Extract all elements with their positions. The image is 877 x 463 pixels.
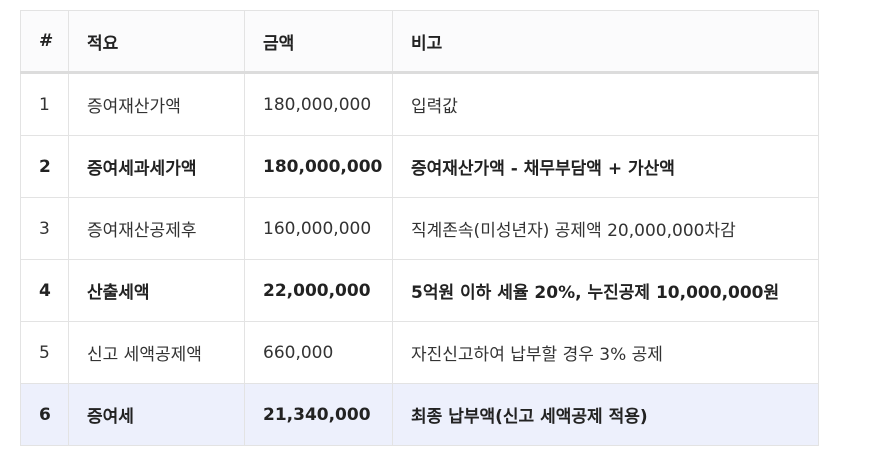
row-note: 직계존속(미성년자) 공제액 20,000,000차감 bbox=[392, 197, 819, 260]
table-row: 5 신고 세액공제액 660,000 자진신고하여 납부할 경우 3% 공제 bbox=[20, 321, 819, 384]
table-header-row: # 적요 금액 비고 bbox=[20, 10, 819, 74]
table-row: 3 증여재산공제후 160,000,000 직계존속(미성년자) 공제액 20,… bbox=[20, 197, 819, 260]
row-note: 5억원 이하 세율 20%, 누진공제 10,000,000원 bbox=[392, 259, 819, 322]
header-amount: 금액 bbox=[244, 10, 393, 74]
gift-tax-calculation-table: # 적요 금액 비고 1 증여재산가액 180,000,000 입력값 2 증여… bbox=[20, 10, 819, 446]
row-note: 증여재산가액 - 채무부담액 + 가산액 bbox=[392, 135, 819, 198]
row-number: 5 bbox=[20, 321, 69, 384]
table-row: 4 산출세액 22,000,000 5억원 이하 세율 20%, 누진공제 10… bbox=[20, 259, 819, 322]
row-number: 2 bbox=[20, 135, 69, 198]
row-number: 3 bbox=[20, 197, 69, 260]
row-item: 증여재산가액 bbox=[68, 72, 245, 136]
row-amount: 160,000,000 bbox=[244, 197, 393, 260]
row-item: 증여세 bbox=[68, 383, 245, 446]
gift-tax-table-container: # 적요 금액 비고 1 증여재산가액 180,000,000 입력값 2 증여… bbox=[20, 10, 819, 446]
row-amount: 660,000 bbox=[244, 321, 393, 384]
header-item: 적요 bbox=[68, 10, 245, 74]
row-number: 6 bbox=[20, 383, 69, 446]
row-number: 1 bbox=[20, 72, 69, 136]
row-item: 증여재산공제후 bbox=[68, 197, 245, 260]
row-note: 자진신고하여 납부할 경우 3% 공제 bbox=[392, 321, 819, 384]
row-note: 최종 납부액(신고 세액공제 적용) bbox=[392, 383, 819, 446]
row-amount: 21,340,000 bbox=[244, 383, 393, 446]
row-item: 신고 세액공제액 bbox=[68, 321, 245, 384]
row-number: 4 bbox=[20, 259, 69, 322]
header-number: # bbox=[20, 10, 69, 74]
row-amount: 22,000,000 bbox=[244, 259, 393, 322]
row-item: 산출세액 bbox=[68, 259, 245, 322]
row-amount: 180,000,000 bbox=[244, 135, 393, 198]
header-note: 비고 bbox=[392, 10, 819, 74]
row-item: 증여세과세가액 bbox=[68, 135, 245, 198]
table-row: 2 증여세과세가액 180,000,000 증여재산가액 - 채무부담액 + 가… bbox=[20, 135, 819, 198]
table-row: 1 증여재산가액 180,000,000 입력값 bbox=[20, 72, 819, 136]
row-amount: 180,000,000 bbox=[244, 72, 393, 136]
row-note: 입력값 bbox=[392, 72, 819, 136]
table-row-final-tax: 6 증여세 21,340,000 최종 납부액(신고 세액공제 적용) bbox=[20, 383, 819, 446]
